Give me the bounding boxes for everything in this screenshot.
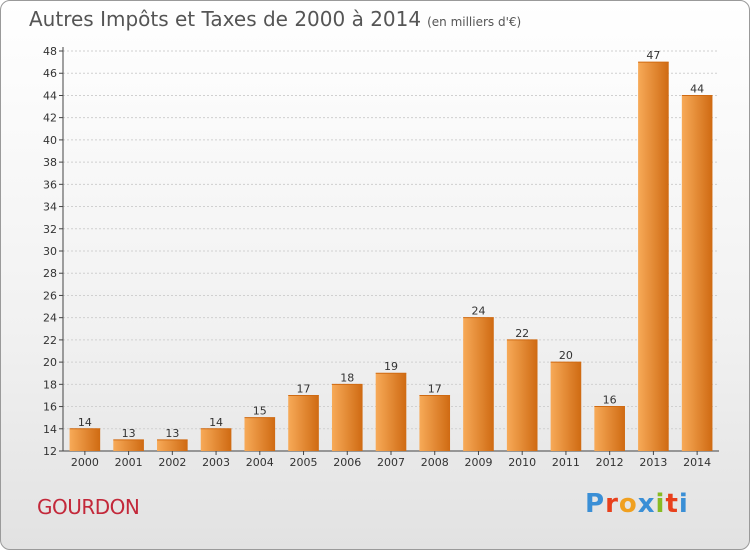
x-tick-label: 2010 [508, 456, 536, 469]
bars [69, 61, 713, 451]
logo-letter: x [637, 489, 656, 519]
y-tick-label: 20 [43, 356, 57, 369]
x-tick-label: 2014 [683, 456, 711, 469]
x-tick-label: 2011 [552, 456, 580, 469]
y-tick-label: 38 [43, 156, 57, 169]
bar [375, 373, 407, 451]
y-tick-label: 16 [43, 401, 57, 414]
value-label: 44 [690, 82, 704, 95]
y-tick-label: 48 [43, 45, 57, 58]
x-tick-label: 2000 [71, 456, 99, 469]
y-tick-label: 34 [43, 201, 57, 214]
logo-letter: i [678, 489, 689, 519]
labels: 14 2000 13 2001 13 2002 14 2003 15 2004 17 2005 18 20… [71, 49, 711, 469]
x-tick-label: 2012 [596, 456, 624, 469]
value-label: 22 [515, 327, 529, 340]
x-tick-label: 2005 [290, 456, 318, 469]
value-label: 14 [78, 416, 92, 429]
y-tick-label: 24 [43, 312, 57, 325]
bar [463, 317, 494, 451]
y-tick-label: 26 [43, 289, 57, 302]
y-tick-label: 22 [43, 334, 57, 347]
value-label: 17 [297, 382, 311, 395]
y-tick-label: 42 [43, 112, 57, 125]
chart-unit: (en milliers d'€) [427, 15, 522, 29]
y-tick-label: 14 [43, 423, 57, 436]
bar [506, 339, 538, 451]
bar [113, 439, 144, 451]
axes: 12 14 16 18 20 22 24 26 28 30 32 34 36 38 40 42 44 46 48 [43, 45, 719, 458]
bar [419, 395, 451, 451]
x-tick-label: 2003 [202, 456, 230, 469]
bar [157, 439, 188, 451]
y-tick-label: 36 [43, 178, 57, 191]
y-tick-label: 28 [43, 267, 57, 280]
value-label: 47 [646, 49, 660, 62]
x-tick-label: 2013 [639, 456, 667, 469]
bar [594, 406, 625, 451]
y-tick-label: 40 [43, 134, 57, 147]
logo-letter: P [585, 489, 606, 519]
bar [681, 95, 713, 451]
value-label: 16 [603, 394, 617, 407]
x-tick-label: 2002 [158, 456, 186, 469]
chart-title: Autres Impôts et Taxes de 2000 à 2014 (en… [29, 7, 521, 31]
y-tick-label: 46 [43, 67, 57, 80]
value-label: 20 [559, 349, 573, 362]
value-label: 14 [209, 416, 223, 429]
bar [244, 417, 276, 451]
x-tick-label: 2006 [333, 456, 361, 469]
proxiti-logo: Proxiti [585, 489, 689, 519]
chart-title-text: Autres Impôts et Taxes de 2000 à 2014 [29, 7, 422, 31]
logo-letter: r [605, 489, 619, 519]
commune-name: GOURDON [37, 495, 140, 519]
y-tick-label: 12 [43, 445, 57, 458]
x-tick-label: 2001 [115, 456, 143, 469]
x-tick-label: 2009 [464, 456, 492, 469]
x-tick-label: 2004 [246, 456, 274, 469]
x-tick-label: 2008 [421, 456, 449, 469]
y-tick-label: 32 [43, 223, 57, 236]
value-label: 18 [340, 371, 354, 384]
logo-letter: i [655, 489, 666, 519]
value-label: 17 [428, 382, 442, 395]
bar [331, 384, 363, 451]
bar [638, 62, 669, 451]
logo-letter: t [665, 489, 679, 519]
bar [550, 362, 582, 451]
value-label: 15 [253, 405, 267, 418]
value-label: 13 [165, 427, 179, 440]
logo-letter: o [618, 489, 638, 519]
bar [200, 428, 232, 451]
y-tick-label: 30 [43, 245, 57, 258]
y-tick-label: 44 [43, 89, 57, 102]
bar [288, 395, 319, 451]
bar [69, 428, 101, 451]
value-label: 19 [384, 360, 398, 373]
y-tick-label: 18 [43, 378, 57, 391]
value-label: 13 [122, 427, 136, 440]
value-label: 24 [471, 305, 485, 318]
x-tick-label: 2007 [377, 456, 405, 469]
